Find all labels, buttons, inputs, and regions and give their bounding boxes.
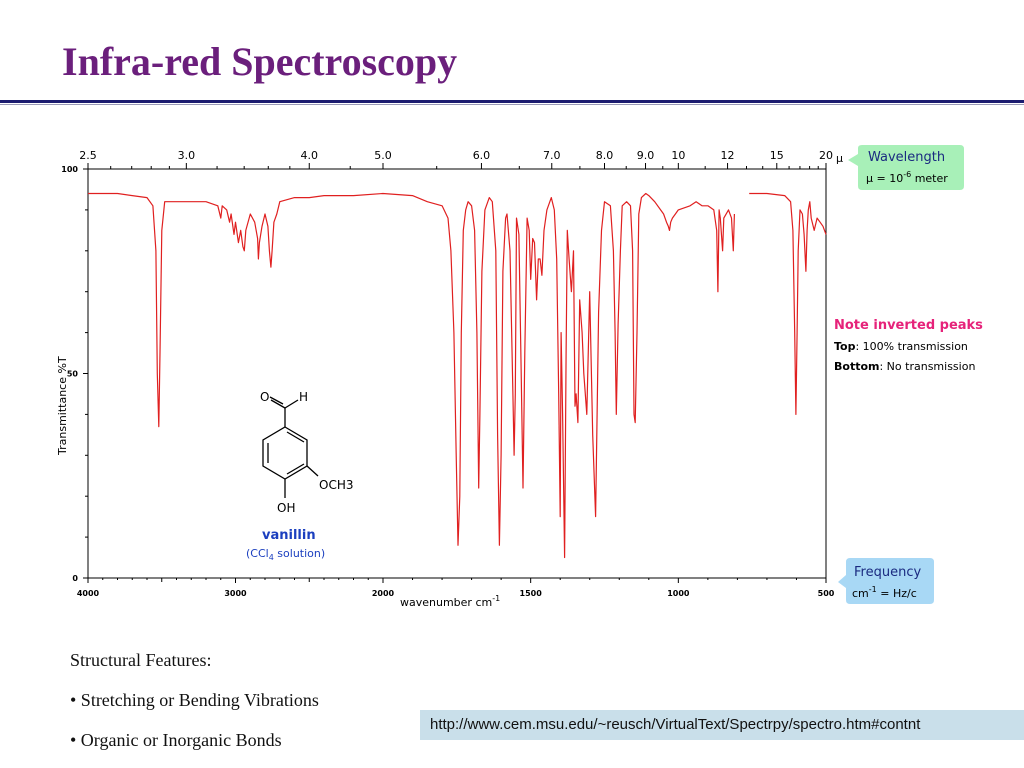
x-tick-label: 1000 [667, 589, 690, 598]
vanillin-structure [262, 396, 319, 498]
features-heading: Structural Features: [70, 650, 212, 670]
note-top: Top: 100% transmission [834, 340, 968, 353]
benzene-ring [262, 426, 308, 480]
atom-methoxy: OCH3 [319, 478, 353, 492]
atom-hydrogen: H [299, 390, 308, 404]
y-axis-label: Transmittance %T [56, 356, 69, 456]
slide-title: Infra-red Spectroscopy [62, 39, 458, 84]
top-tick-label: 9.0 [637, 149, 655, 162]
inverted-peaks-note: Note inverted peaks Top: 100% transmissi… [834, 318, 983, 373]
top-tick-label: 20 [819, 149, 833, 162]
x-axis-label: wavenumber cm-1 [400, 594, 500, 609]
frequency-callout: Frequency cm-1 = Hz/c [838, 558, 934, 604]
y-axis-ticks: 0 50 100 [61, 165, 88, 583]
top-tick-label: 15 [770, 149, 784, 162]
note-title: Note inverted peaks [834, 318, 983, 333]
note-bottom: Bottom: No transmission [834, 360, 975, 373]
frequency-title: Frequency [854, 565, 921, 580]
molecule-name: vanillin [262, 528, 316, 543]
atom-hydroxyl: OH [277, 501, 295, 515]
x-tick-label: 1500 [520, 589, 543, 598]
x-tick-label: 2000 [372, 589, 395, 598]
title-divider-shadow [0, 104, 1024, 105]
x-tick-label: 3000 [224, 589, 247, 598]
top-tick-label: 6.0 [473, 149, 491, 162]
top-tick-label: 5.0 [374, 149, 392, 162]
top-tick-label: 2.5 [79, 149, 97, 162]
top-tick-label: 3.0 [178, 149, 196, 162]
top-tick-label: 7.0 [543, 149, 561, 162]
top-tick-label: 8.0 [596, 149, 614, 162]
feature-bullet-1: • Stretching or Bending Vibrations [70, 690, 319, 710]
y-tick-label: 0 [72, 574, 78, 583]
source-url[interactable]: http://www.cem.msu.edu/~reusch/VirtualTe… [420, 710, 1024, 740]
top-axis-unit: μ [836, 152, 843, 165]
spectrum-line [749, 192, 827, 415]
y-tick-label: 100 [61, 165, 78, 174]
spectrum-trace [88, 192, 827, 559]
y-tick-label: 50 [67, 370, 79, 379]
vanillin-atoms: O H OCH3 OH [260, 390, 353, 515]
x-axis-ticks: 4000 3000 2000 1500 1000 500 [77, 577, 835, 598]
top-tick-label: 12 [721, 149, 735, 162]
spectrum-line [88, 192, 735, 559]
structural-features: Structural Features: • Stretching or Ben… [70, 648, 319, 768]
atom-oxygen: O [260, 390, 269, 404]
ir-spectrum-chart: 4000 3000 2000 1500 1000 500 0 50 100 2.5 3.0 4.0… [56, 145, 983, 609]
feature-bullet-2: • Organic or Inorganic Bonds [70, 730, 282, 750]
x-tick-label: 4000 [77, 589, 100, 598]
title-divider [0, 100, 1024, 103]
x-tick-label: 500 [818, 589, 835, 598]
wavelength-callout: Wavelength μ = 10-6 meter [848, 145, 964, 190]
top-wavelength-axis: 2.5 3.0 4.0 5.0 6.0 7.0 8.0 9.0 10 12 15 20 [79, 149, 833, 169]
molecule-solvent: (CCl4 solution) [246, 547, 325, 562]
wavelength-formula: μ = 10-6 meter [866, 170, 948, 185]
top-tick-label: 10 [671, 149, 685, 162]
top-tick-label: 4.0 [301, 149, 319, 162]
wavelength-title: Wavelength [868, 150, 945, 165]
frequency-formula: cm-1 = Hz/c [852, 585, 917, 600]
